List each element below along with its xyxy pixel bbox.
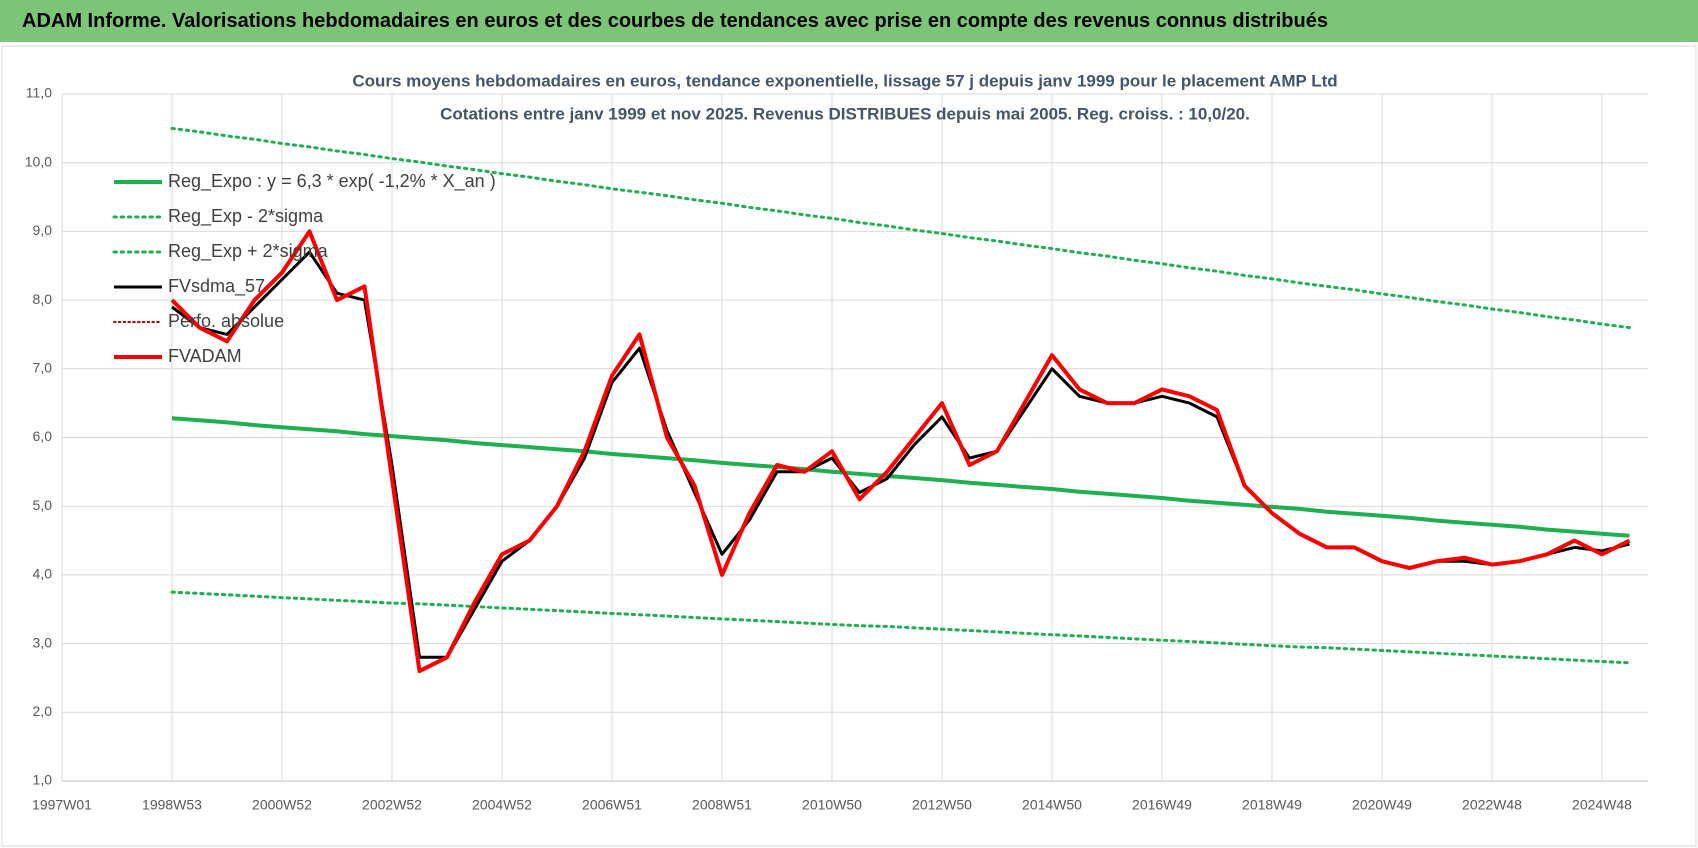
grid [61,93,1648,782]
series-line [170,126,1631,330]
legend-label: Reg_Exp - 2*sigma [168,206,324,227]
labels: 1,0 2,0 3,0 4,0 5,0 6,0 7,0 8,0 9,0 10,0 11,0 1997W… [25,71,1632,812]
x-tick-label: 2014W50 [1022,797,1082,813]
y-tick-label: 6,0 [33,428,53,444]
series-line [170,229,1631,674]
chart-title: Cours moyens hebdomadaires en euros, ten… [352,71,1337,90]
x-tick-label: 2008W51 [692,797,752,813]
x-tick-label: 2004W52 [472,797,532,813]
x-tick-label: 2016W49 [1132,797,1192,813]
y-tick-label: 7,0 [33,360,53,376]
legend-label: Reg_Expo : y = 6,3 * exp( -1,2% * X_an ) [168,171,496,192]
chart-frame [1,45,1697,847]
y-tick-label: 11,0 [26,85,52,101]
y-tick-label: 8,0 [33,291,53,307]
y-tick-label: 10,0 [25,153,52,169]
x-tick-label: 2020W49 [1352,797,1412,813]
chart-subtitle: Cotations entre janv 1999 et nov 2025. R… [440,104,1250,123]
x-tick-label: 2024W48 [1572,797,1632,813]
x-tick-label: 2006W51 [582,797,642,813]
x-tick-label: 1998W53 [142,797,202,813]
x-tick-label: 2000W52 [252,797,312,813]
x-tick-label: 2018W49 [1242,797,1302,813]
x-tick-label: 1997W01 [32,797,92,813]
y-tick-label: 5,0 [33,497,53,513]
y-tick-label: 1,0 [33,772,53,788]
x-tick-label: 2010W50 [802,797,862,813]
plot-lines [170,126,1631,674]
series-line [170,590,1631,665]
x-tick-label: 2022W48 [1462,797,1522,813]
legend-label: FVsdma_57 [168,276,265,297]
series-line [171,416,1630,538]
y-tick-label: 2,0 [33,703,53,719]
x-tick-label: 2002W52 [362,797,422,813]
legend-label: FVADAM [168,346,242,366]
chart: 1,0 2,0 3,0 4,0 5,0 6,0 7,0 8,0 9,0 10,0 11,0 1997W… [1,45,1697,847]
x-tick-label: 2012W50 [912,797,972,813]
y-tick-label: 4,0 [33,566,53,582]
legend-label: Perfo. absolue [168,311,284,331]
y-tick-label: 3,0 [33,634,53,650]
header-title: ADAM Informe. Valorisations hebdomadaire… [0,0,1698,42]
legend-label: Reg_Exp + 2*sigma [168,241,329,262]
y-tick-label: 9,0 [33,222,53,238]
